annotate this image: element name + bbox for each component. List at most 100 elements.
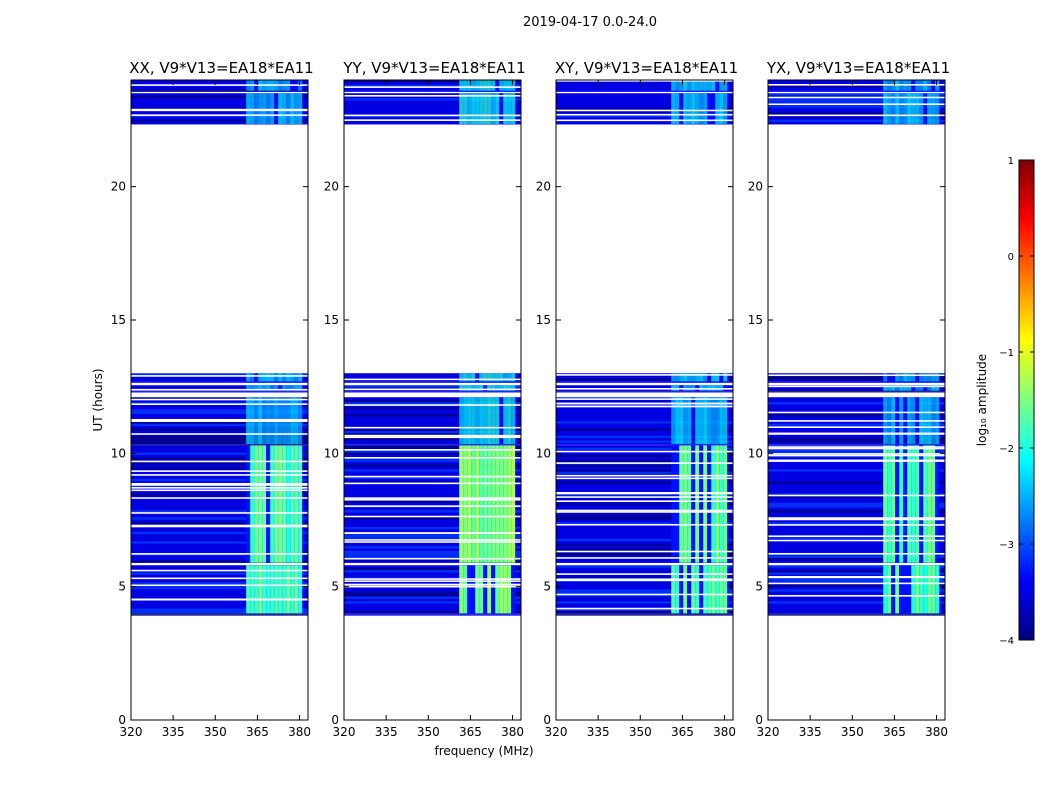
noise-row	[556, 421, 733, 424]
noise-row	[344, 100, 521, 103]
flag-gap	[768, 96, 945, 99]
noise-row	[768, 98, 945, 101]
band-column	[475, 397, 480, 444]
band-column	[503, 445, 508, 563]
band-column	[695, 565, 700, 614]
flag-gap	[131, 403, 308, 405]
noise-row	[344, 507, 521, 511]
noise-row	[131, 574, 308, 578]
noise-row	[344, 596, 521, 599]
noise-row	[131, 536, 308, 539]
noise-row	[768, 450, 945, 453]
band-column	[679, 397, 684, 444]
noise-row	[768, 608, 945, 611]
data-block	[556, 385, 733, 393]
noise-row	[556, 584, 733, 587]
band-column	[250, 445, 255, 563]
band-column	[471, 565, 476, 614]
data-block	[131, 397, 308, 446]
noise-row	[768, 565, 945, 568]
band-column	[503, 93, 508, 124]
noise-row	[344, 105, 521, 108]
noise-row	[768, 505, 945, 508]
noise-row	[768, 558, 945, 561]
band-column	[715, 93, 720, 124]
flag-gap	[344, 580, 521, 582]
band-column	[707, 445, 712, 563]
band-column	[282, 385, 287, 391]
noise-row	[768, 464, 945, 467]
flag-gap	[344, 95, 521, 97]
band-column	[254, 385, 259, 391]
noise-row	[556, 466, 733, 470]
noise-row	[556, 483, 733, 487]
band-column	[715, 373, 720, 382]
noise-row	[131, 114, 308, 118]
noise-row	[344, 122, 521, 125]
band-column	[459, 397, 464, 444]
flag-gap	[131, 375, 308, 377]
band-column	[491, 385, 496, 391]
noise-row	[344, 373, 521, 376]
noise-row	[556, 526, 733, 530]
band-column	[250, 385, 255, 391]
band-column	[475, 373, 480, 382]
band-column	[499, 80, 504, 91]
band-column	[495, 397, 500, 444]
noise-row	[768, 543, 945, 547]
noise-row	[131, 445, 308, 448]
flag-gap	[768, 535, 945, 537]
flag-gap	[768, 385, 945, 388]
band-column	[491, 445, 496, 563]
noise-row	[344, 546, 521, 549]
noise-row	[344, 117, 521, 120]
noise-row	[768, 570, 945, 573]
band-column	[258, 373, 263, 382]
noise-row	[768, 404, 945, 407]
flag-gap	[556, 405, 733, 408]
flag-gap	[768, 426, 945, 428]
panel-3: XY, V9*V13=EA18*EA11 320 335 350 365 380 0 5 10 1…	[536, 59, 738, 739]
noise-row	[768, 577, 945, 580]
noise-row	[556, 543, 733, 547]
band-column	[891, 385, 896, 391]
noise-row	[131, 548, 308, 551]
flag-gap	[768, 518, 945, 521]
band-column	[274, 565, 279, 614]
band-column	[286, 373, 291, 382]
band-column	[931, 373, 936, 382]
band-column	[286, 565, 291, 614]
band-column	[483, 397, 488, 444]
noise-row	[768, 601, 945, 604]
noise-row	[556, 471, 733, 475]
band-column	[262, 93, 267, 124]
flag-gap	[344, 539, 521, 541]
noise-row	[344, 529, 521, 532]
noise-row	[131, 466, 308, 470]
band-column	[911, 93, 916, 124]
band-column	[919, 385, 924, 391]
noise-row	[556, 438, 733, 441]
flag-gap	[344, 434, 521, 437]
noise-row	[131, 454, 308, 458]
noise-row	[344, 483, 521, 487]
noise-row	[344, 390, 521, 393]
y-tick-label: 5	[755, 580, 763, 594]
band-column	[687, 565, 692, 614]
panel-frame	[130, 79, 309, 721]
noise-row	[344, 567, 521, 571]
noise-row	[344, 598, 521, 602]
band-column	[683, 385, 688, 391]
flag-gap	[556, 500, 733, 503]
flag-gap	[556, 557, 733, 559]
noise-row	[131, 416, 308, 419]
noise-row	[768, 606, 945, 609]
flag-gap	[131, 487, 308, 489]
noise-row	[768, 486, 945, 489]
noise-row	[768, 119, 945, 123]
flag-gap	[131, 460, 308, 463]
band-column	[703, 373, 708, 382]
band-column	[927, 93, 932, 124]
colorbar-label: log₁₀ amplitude	[975, 354, 989, 446]
